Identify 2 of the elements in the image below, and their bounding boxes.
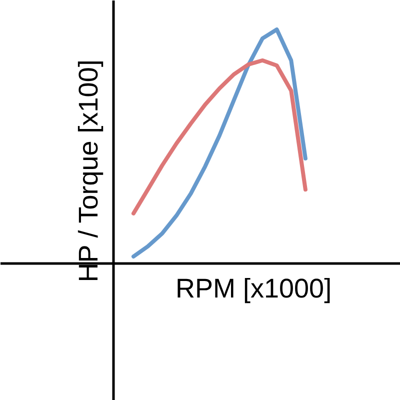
y-axis-title: HP / Torque [x100] <box>74 60 104 282</box>
x-axis-title: RPM [x1000] <box>176 274 332 304</box>
